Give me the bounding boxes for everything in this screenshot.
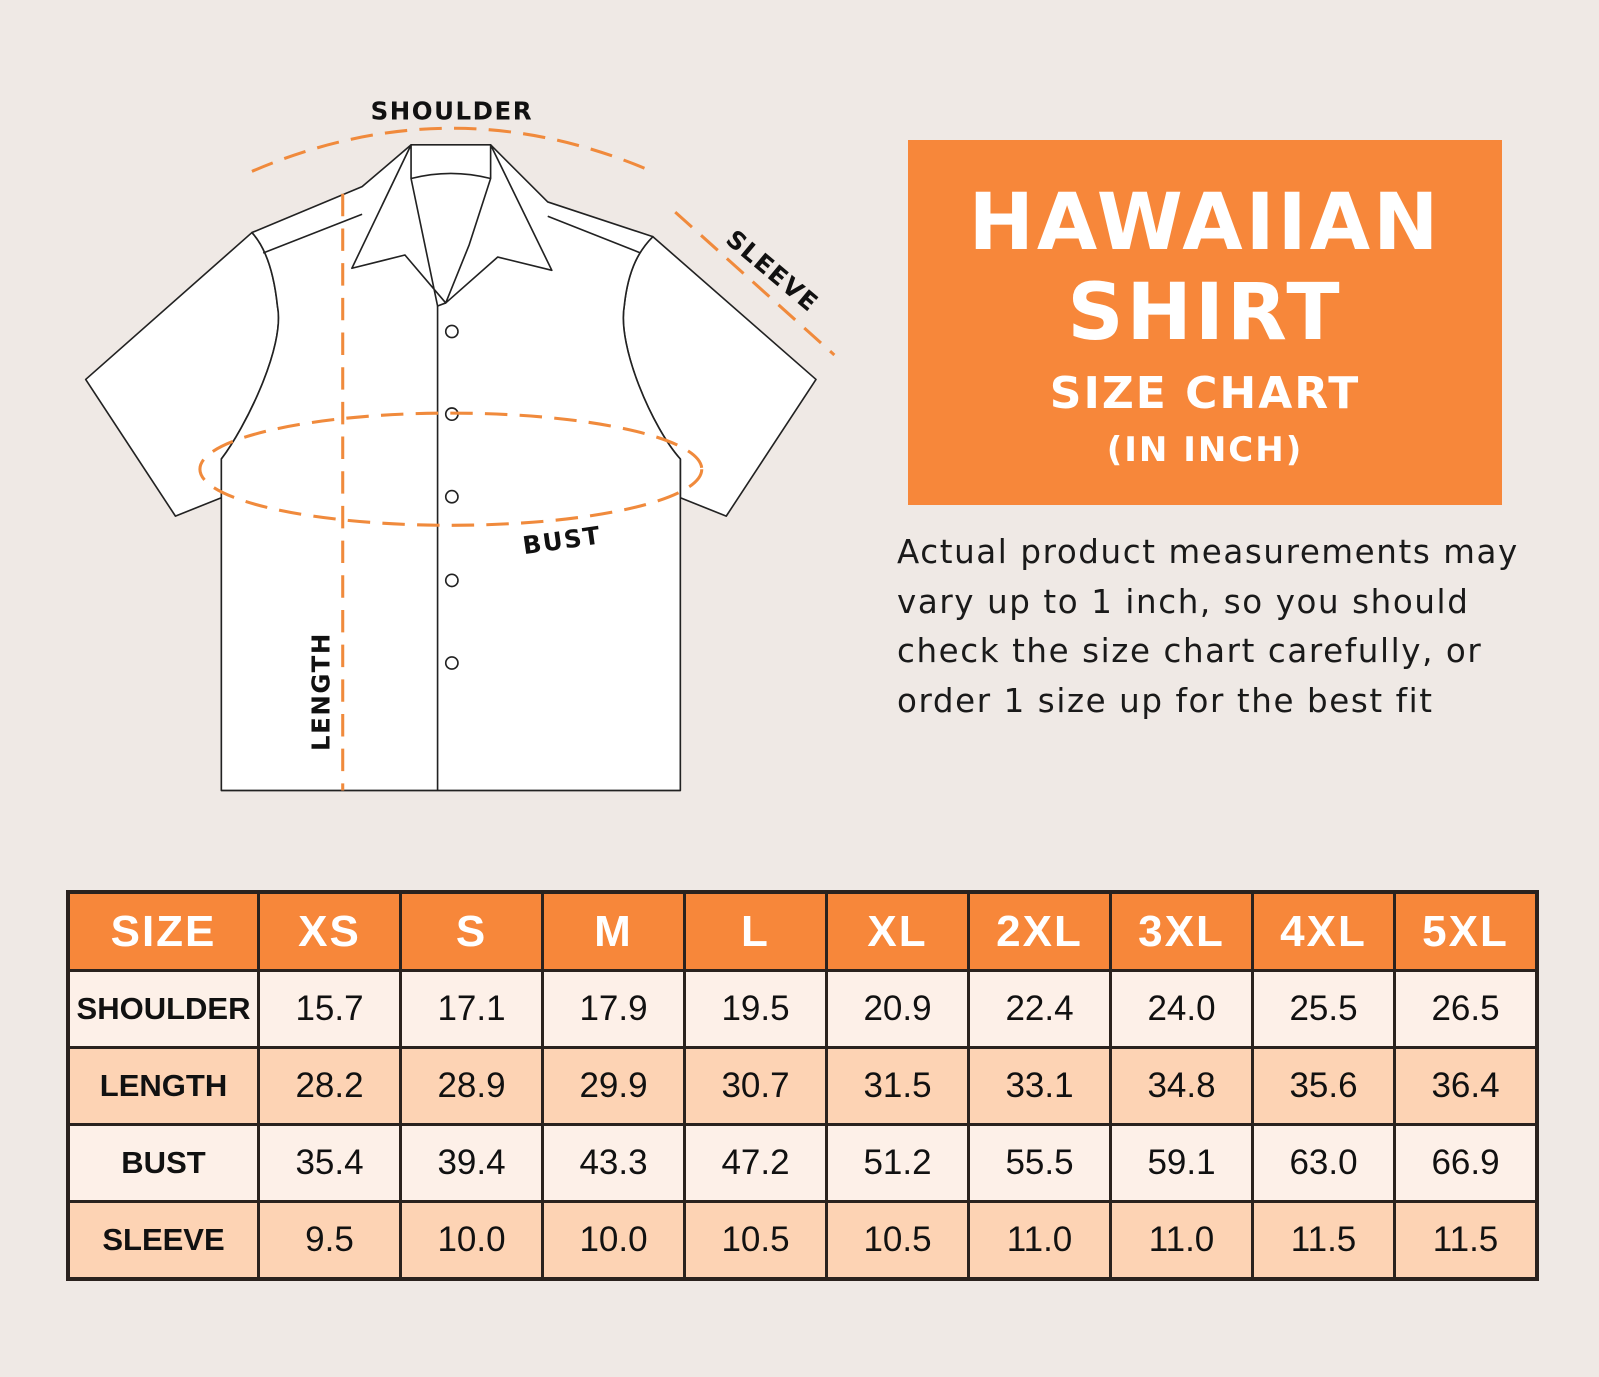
table-row: LENGTH 28.2 28.9 29.9 30.7 31.5 33.1 34.8 35.6 36… [66,1046,1539,1126]
collar-band [410,172,491,180]
table-header-row: SIZE XS S M L XL 2XL 3XL 4XL 5XL [66,890,1539,972]
table-cell: 59.1 [1109,1123,1254,1203]
row-label: SHOULDER [66,969,260,1049]
header-cell: SIZE [66,890,260,972]
button-icon [444,656,459,670]
table-cell: 29.9 [541,1046,686,1126]
table-cell: 10.0 [541,1200,686,1281]
header-cell: M [541,890,686,972]
table-cell: 66.9 [1393,1123,1539,1203]
row-label: SLEEVE [66,1200,260,1281]
table-row: SLEEVE 9.5 10.0 10.0 10.5 10.5 11.0 11.0 11.5 11.… [66,1200,1539,1281]
table-cell: 31.5 [825,1046,970,1126]
table-cell: 63.0 [1251,1123,1396,1203]
header-cell: 5XL [1393,890,1539,972]
table-cell: 10.0 [399,1200,544,1281]
table-cell: 17.9 [541,969,686,1049]
table-cell: 20.9 [825,969,970,1049]
table-cell: 28.2 [257,1046,402,1126]
shirt-body [220,144,682,792]
table-cell: 28.9 [399,1046,544,1126]
yoke-seam [262,213,641,254]
button-icon [444,573,459,588]
sleeve-measure-line [674,211,836,357]
table-cell: 47.2 [683,1123,828,1203]
size-table: SIZE XS S M L XL 2XL 3XL 4XL 5XL SHOULDE… [66,890,1539,1281]
header-cell: 3XL [1109,890,1254,972]
table-cell: 25.5 [1251,969,1396,1049]
bust-measure-line [198,411,704,527]
measurement-note: Actual product measurements may vary up … [897,533,1519,720]
table-cell: 36.4 [1393,1046,1539,1126]
table-cell: 30.7 [683,1046,828,1126]
subtitle: SIZE CHART [1049,368,1361,419]
table-cell: 11.5 [1251,1200,1396,1281]
table-cell: 55.5 [967,1123,1112,1203]
table-cell: 22.4 [967,969,1112,1049]
table-cell: 17.1 [399,969,544,1049]
header-cell: 2XL [967,890,1112,972]
unit-label: (IN INCH) [1106,430,1304,470]
table-cell: 34.8 [1109,1046,1254,1126]
length-label: LENGTH [306,632,335,751]
button-icon [444,324,459,339]
title-banner: HAWAIIAN SHIRT SIZE CHART (IN INCH) [908,140,1502,505]
title-line-1: HAWAIIAN [968,178,1442,268]
table-cell: 10.5 [683,1200,828,1281]
header-cell: S [399,890,544,972]
header-cell: 4XL [1251,890,1396,972]
table-cell: 51.2 [825,1123,970,1203]
table-cell: 15.7 [257,969,402,1049]
table-cell: 43.3 [541,1123,686,1203]
row-label: LENGTH [66,1046,260,1126]
table-cell: 11.0 [1109,1200,1254,1281]
table-cell: 39.4 [399,1123,544,1203]
table-cell: 26.5 [1393,969,1539,1049]
header-cell: L [683,890,828,972]
table-cell: 10.5 [825,1200,970,1281]
row-label: BUST [66,1123,260,1203]
table-row: BUST 35.4 39.4 43.3 47.2 51.2 55.5 59.1 63.0 66.9 [66,1123,1539,1203]
title-line-2: SHIRT [1067,268,1343,358]
table-cell: 9.5 [257,1200,402,1281]
table-cell: 19.5 [683,969,828,1049]
table-cell: 35.6 [1251,1046,1396,1126]
table-cell: 24.0 [1109,969,1254,1049]
shoulder-label: SHOULDER [371,96,533,125]
table-cell: 35.4 [257,1123,402,1203]
table-cell: 33.1 [967,1046,1112,1126]
shirt-diagram: SHOULDER SLEEVE BUST LENGTH [84,96,836,792]
shoulder-measure-line [251,126,646,173]
table-cell: 11.0 [967,1200,1112,1281]
button-icon [444,489,459,504]
header-cell: XS [257,890,402,972]
table-cell: 11.5 [1393,1200,1539,1281]
table-row: SHOULDER 15.7 17.1 17.9 19.5 20.9 22.4 24.0 25.5… [66,969,1539,1049]
shirt-outline [84,144,817,792]
sleeve-label: SLEEVE [720,224,824,318]
header-cell: XL [825,890,970,972]
